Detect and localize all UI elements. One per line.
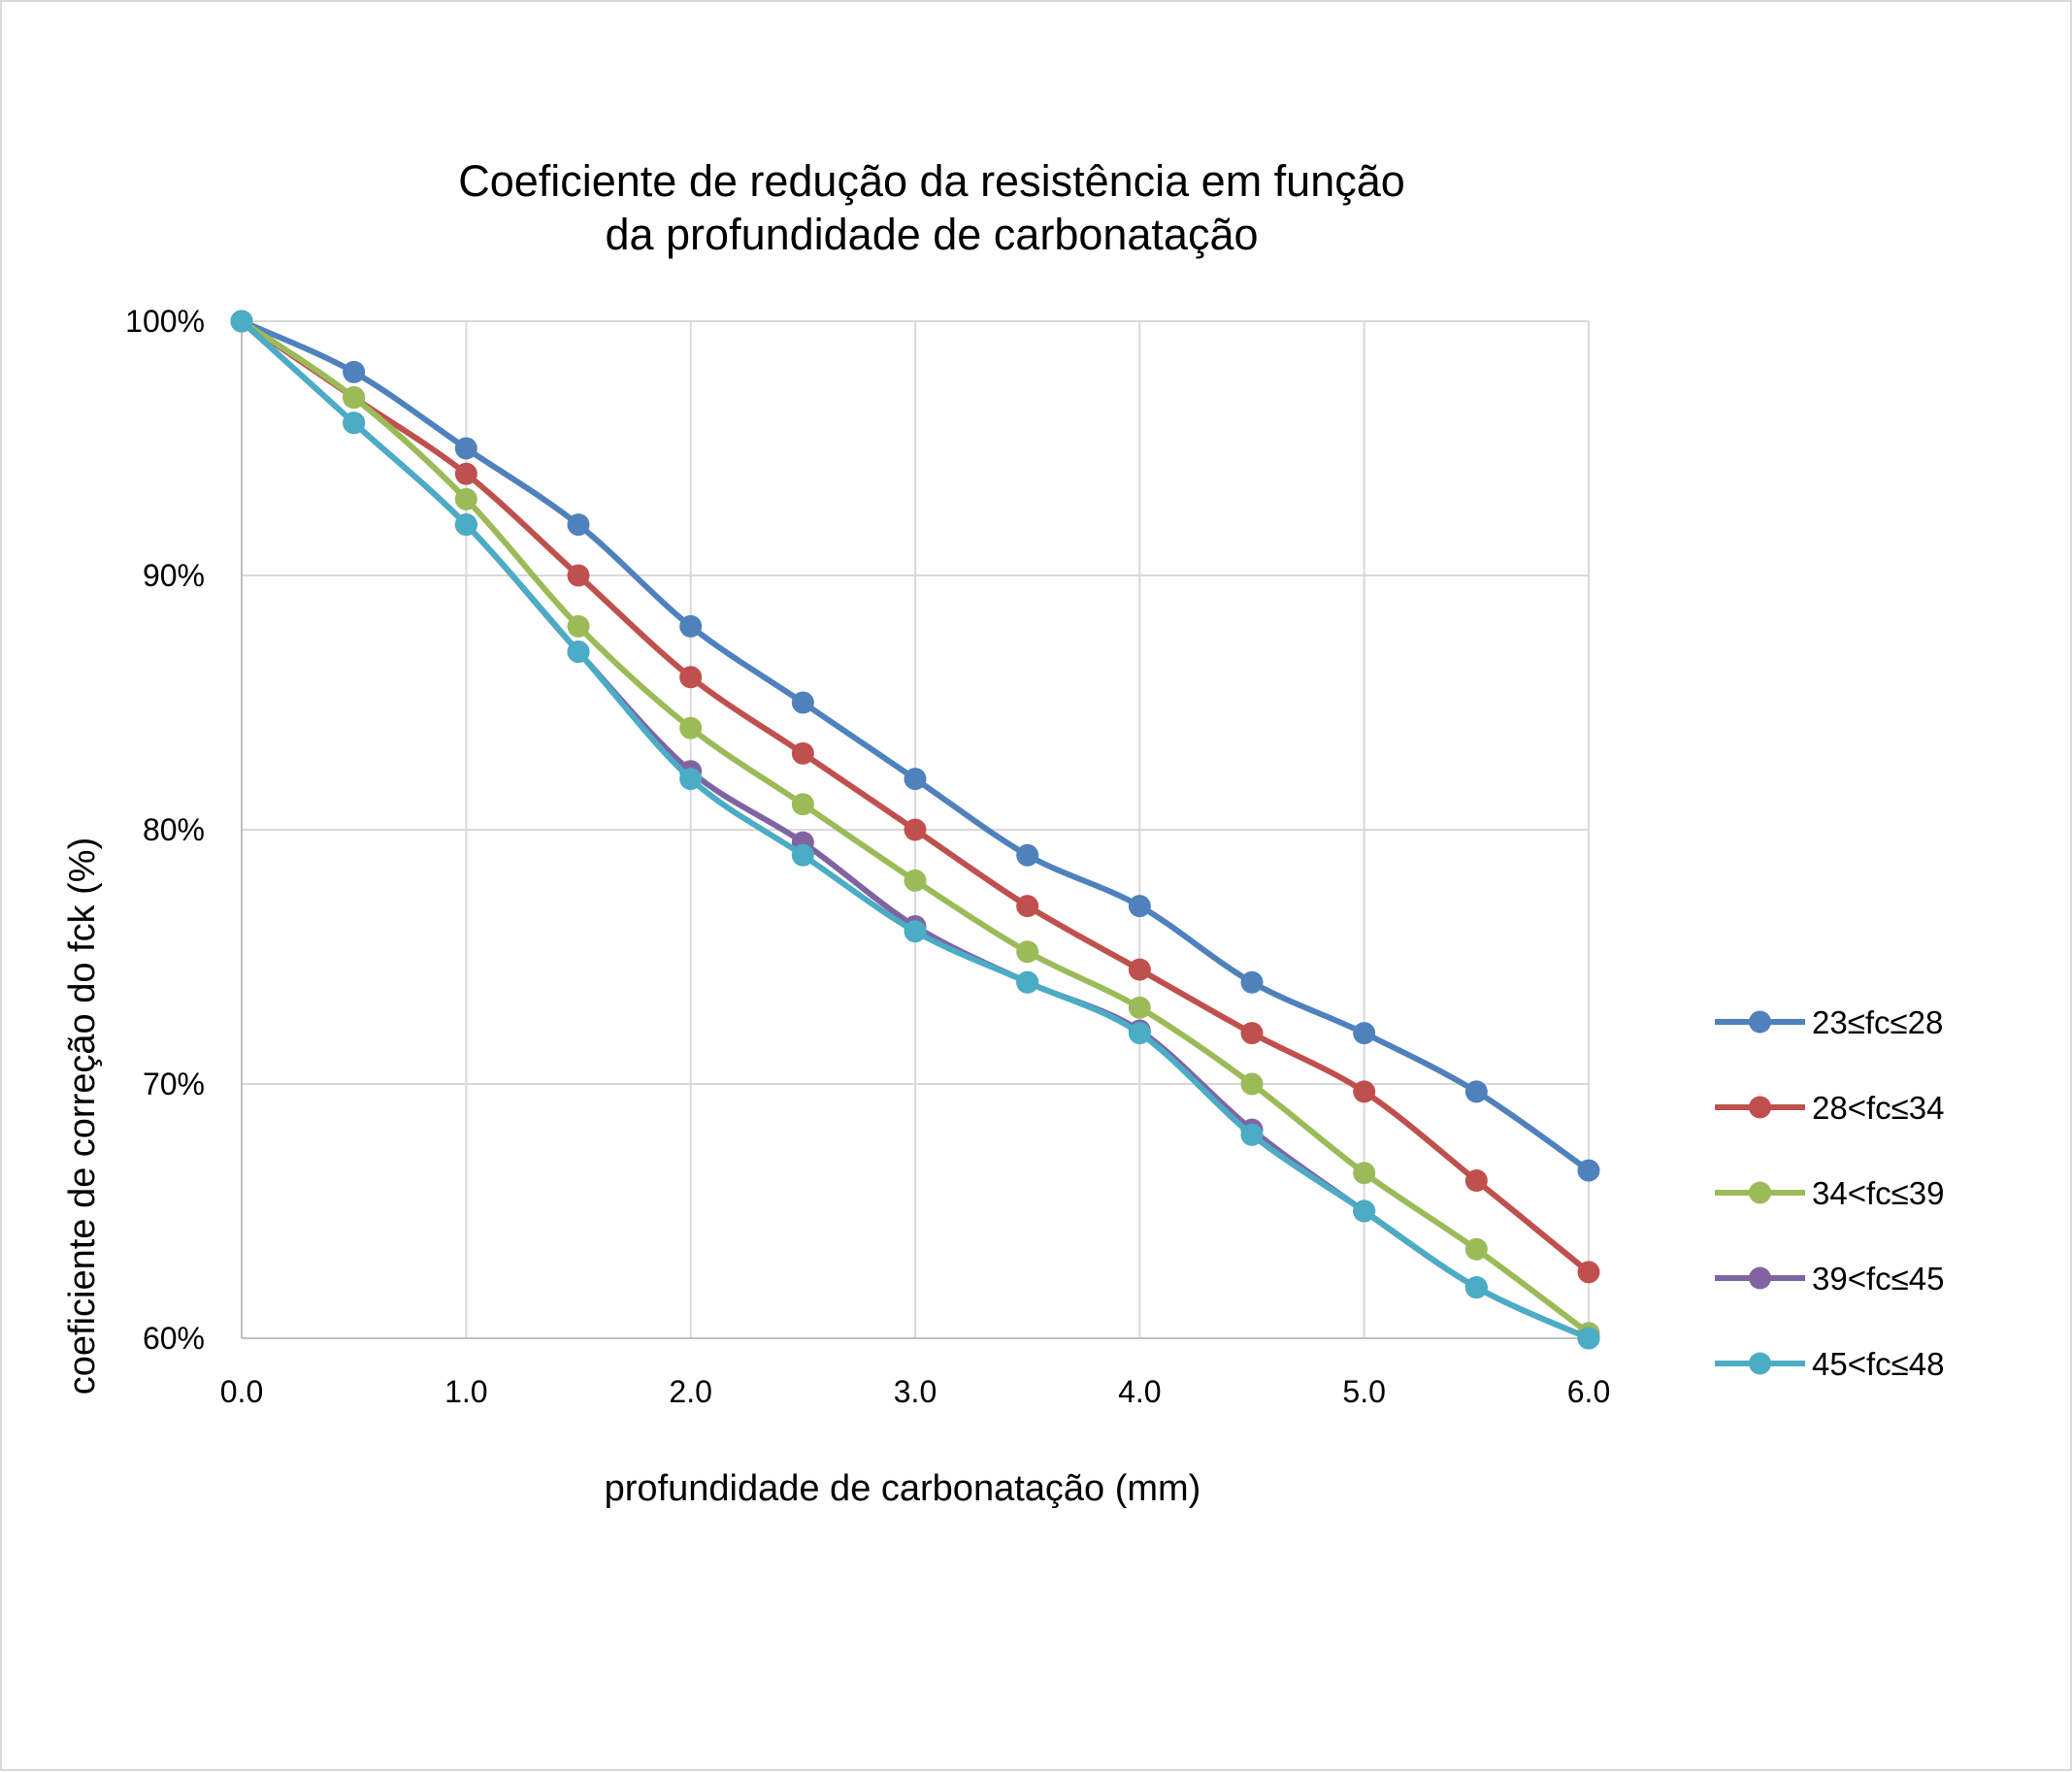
legend-marker <box>1749 1352 1771 1375</box>
legend-marker <box>1749 1010 1771 1034</box>
data-point <box>454 487 477 510</box>
data-point <box>791 843 814 867</box>
data-point <box>1128 958 1151 981</box>
data-point <box>1016 970 1039 994</box>
data-point <box>1128 1022 1151 1045</box>
data-point <box>1128 996 1151 1019</box>
legend-label: 39<fc≤45 <box>1812 1261 1944 1297</box>
data-point <box>1016 843 1039 867</box>
data-point <box>1353 1199 1376 1223</box>
data-point <box>1464 1080 1488 1103</box>
legend-item: 23≤fc≤28 <box>1715 1004 1943 1040</box>
data-point <box>679 768 703 791</box>
data-point <box>904 818 927 841</box>
data-point <box>1240 1072 1264 1096</box>
data-point <box>343 386 366 410</box>
series-5 <box>230 310 1600 1350</box>
data-point <box>1353 1022 1376 1045</box>
data-point <box>904 768 927 791</box>
legend-label: 34<fc≤39 <box>1812 1175 1944 1211</box>
x-tick-label: 1.0 <box>444 1374 487 1409</box>
data-point <box>679 716 703 739</box>
data-point <box>567 614 590 638</box>
data-point <box>791 691 814 714</box>
data-point <box>567 564 590 587</box>
legend-marker <box>1749 1266 1771 1290</box>
data-point <box>567 513 590 537</box>
legend-item: 45<fc≤48 <box>1715 1346 1944 1382</box>
data-point <box>454 513 477 537</box>
x-tick-label: 6.0 <box>1567 1374 1610 1409</box>
data-point <box>1240 1123 1264 1146</box>
chart-title-line-2: da profundidade de carbonatação <box>605 210 1258 259</box>
data-point <box>1128 895 1151 918</box>
x-tick-label: 0.0 <box>220 1374 263 1409</box>
legend-marker <box>1749 1181 1771 1204</box>
y-tick-label: 80% <box>143 812 205 847</box>
data-point <box>679 666 703 689</box>
data-point <box>1016 940 1039 964</box>
x-tick-label: 2.0 <box>669 1374 711 1409</box>
y-tick-label: 100% <box>125 304 205 339</box>
data-point <box>1577 1327 1600 1350</box>
data-point <box>1577 1261 1600 1284</box>
chart-title-line-1: Coeficiente de redução da resistência em… <box>458 156 1405 206</box>
data-point <box>791 741 814 765</box>
legend-label: 23≤fc≤28 <box>1812 1004 1943 1040</box>
y-tick-label: 60% <box>143 1321 205 1356</box>
series-3 <box>230 310 1600 1345</box>
data-point <box>1016 895 1039 918</box>
data-point <box>343 411 366 435</box>
x-tick-label: 4.0 <box>1118 1374 1161 1409</box>
y-tick-label: 90% <box>143 558 205 593</box>
x-axis-label: profundidade de carbonatação (mm) <box>605 1468 1201 1509</box>
data-point <box>230 310 253 333</box>
legend-marker <box>1749 1096 1771 1119</box>
legend-item: 34<fc≤39 <box>1715 1175 1944 1211</box>
data-point <box>1464 1237 1488 1261</box>
data-point <box>1240 1022 1264 1045</box>
legend-item: 28<fc≤34 <box>1715 1090 1944 1126</box>
data-point <box>904 920 927 943</box>
x-tick-label: 3.0 <box>894 1374 937 1409</box>
data-point <box>1464 1276 1488 1299</box>
data-point <box>679 614 703 638</box>
legend-label: 45<fc≤48 <box>1812 1346 1944 1382</box>
legend-label: 28<fc≤34 <box>1812 1090 1944 1126</box>
data-point <box>1353 1162 1376 1185</box>
data-point <box>1240 970 1264 994</box>
legend-item: 39<fc≤45 <box>1715 1261 1944 1297</box>
data-point <box>343 360 366 383</box>
data-point <box>904 869 927 892</box>
data-point <box>567 640 590 664</box>
y-tick-label: 70% <box>143 1067 205 1101</box>
data-point <box>454 437 477 460</box>
x-tick-label: 5.0 <box>1342 1374 1385 1409</box>
data-point <box>1464 1169 1488 1193</box>
data-point <box>1577 1159 1600 1182</box>
data-point <box>454 462 477 485</box>
data-point <box>1353 1080 1376 1103</box>
data-point <box>791 793 814 816</box>
y-axis-label: coeficiente de correção do fck (%) <box>62 837 103 1395</box>
